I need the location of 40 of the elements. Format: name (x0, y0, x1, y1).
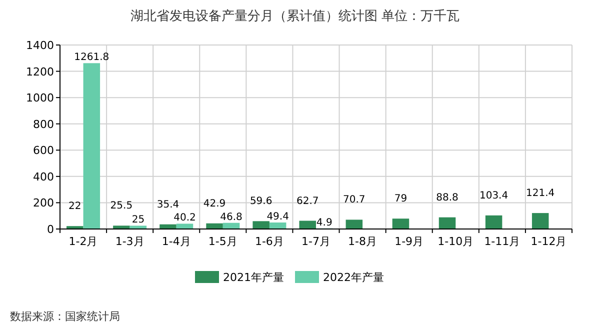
data-label: 88.8 (436, 192, 458, 204)
x-tick-label: 1-2月 (68, 235, 98, 248)
data-label: 4.9 (316, 217, 332, 228)
data-label: 103.4 (479, 190, 508, 202)
y-tick-label: 1200 (26, 65, 54, 78)
x-tick-label: 1-12月 (530, 235, 567, 248)
data-label: 49.4 (266, 212, 289, 223)
y-tick-label: 200 (33, 196, 54, 210)
data-label: 22 (68, 201, 82, 212)
data-label: 1261.8 (74, 52, 110, 64)
data-label: 40.2 (174, 212, 196, 224)
data-label: 59.6 (250, 196, 272, 208)
x-tick-label: 1-8月 (348, 235, 378, 248)
x-tick-label: 1-6月 (254, 235, 284, 248)
x-tick-label: 1-5月 (208, 235, 238, 248)
data-label: 46.8 (220, 212, 242, 223)
y-tick-label: 800 (33, 118, 54, 131)
data-label: 42.9 (203, 198, 226, 210)
y-tick-label: 1000 (26, 92, 54, 105)
data-label: 121.4 (526, 188, 555, 200)
y-tick-label: 400 (33, 170, 54, 184)
data-label: 62.7 (296, 196, 319, 207)
x-tick-label: 1-9月 (394, 235, 424, 248)
data-label: 70.7 (343, 194, 366, 206)
x-tick-label: 1-4月 (162, 235, 191, 248)
y-tick-label: 0 (47, 223, 54, 236)
legend-label: 2022年产量 (323, 271, 384, 284)
data-label: 25.5 (110, 200, 133, 212)
x-tick-label: 1-7月 (302, 235, 330, 248)
y-tick-label: 1400 (26, 39, 54, 52)
x-tick-label: 1-10月 (438, 235, 474, 248)
data-label: 79 (394, 194, 408, 205)
x-tick-label: 1-3月 (115, 235, 144, 248)
data-label: 25 (132, 214, 145, 226)
legend-label: 2021年产量 (223, 271, 284, 284)
y-tick-label: 600 (33, 144, 54, 158)
x-tick-label: 1-11月 (484, 235, 520, 248)
data-label: 35.4 (156, 199, 180, 210)
source-note: 数据来源：国家统计局 (10, 310, 120, 323)
chart-title: 湖北省发电设备产量分月（累计值）统计图 单位：万千瓦 (130, 9, 460, 24)
